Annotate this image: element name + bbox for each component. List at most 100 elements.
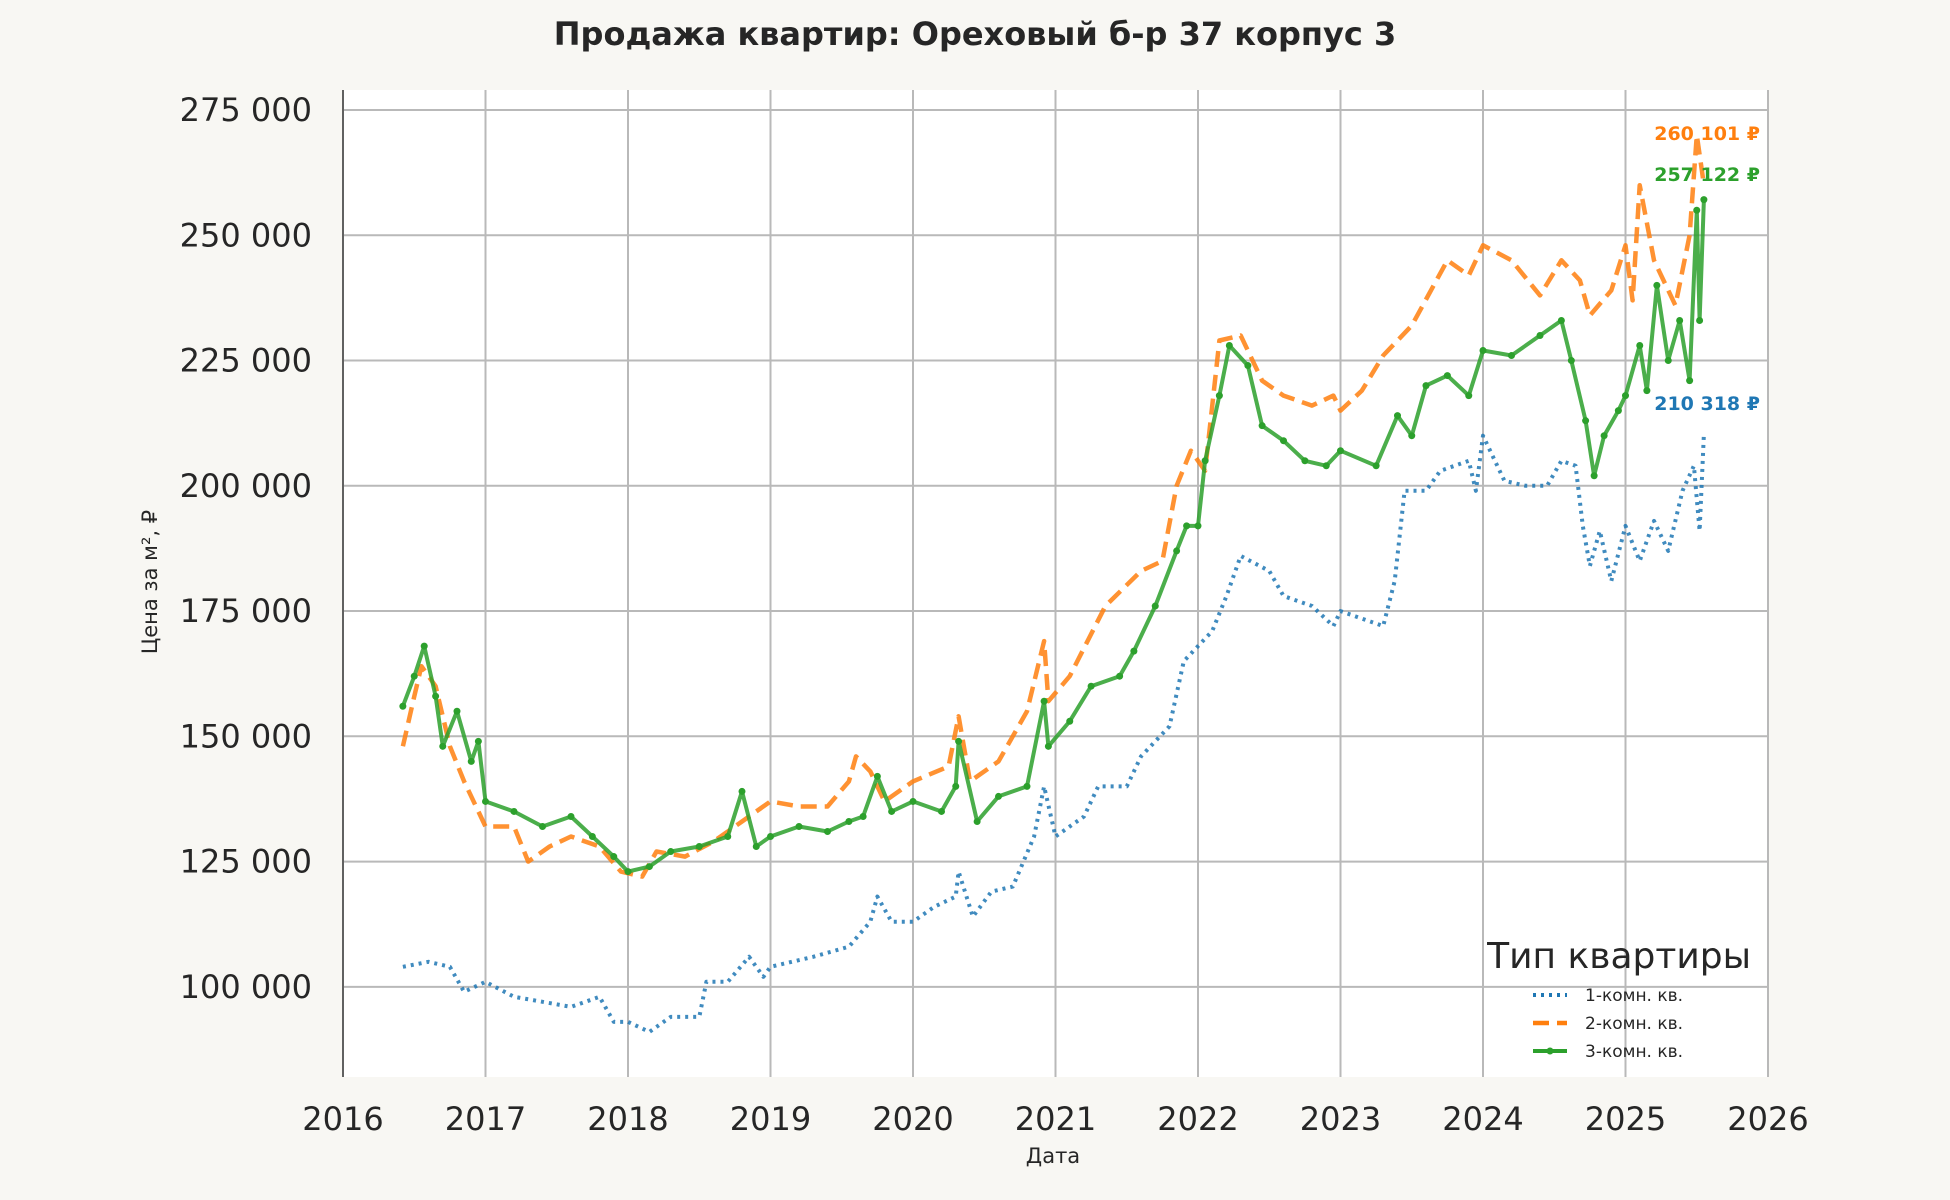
series-3-point [1130, 647, 1138, 655]
legend-label-2: 2-комн. кв. [1585, 1014, 1683, 1034]
x-tick-label: 2021 [1015, 1100, 1096, 1138]
series-3-point [399, 702, 407, 710]
series-3-point [1225, 342, 1233, 350]
series-3-point [453, 707, 461, 715]
x-tick-label: 2025 [1585, 1100, 1666, 1138]
series-3-point [510, 807, 518, 815]
series-2-line [400, 132, 1707, 879]
series-3-point [1372, 462, 1380, 470]
series-3-point [952, 782, 960, 790]
x-tick-label: 2024 [1442, 1100, 1523, 1138]
series-3-point [909, 797, 917, 805]
legend: Тип квартиры 1-комн. кв. 2-комн. кв. 3-комн… [1486, 936, 1751, 1062]
series-3-point [1664, 357, 1672, 365]
series-3-point [738, 787, 746, 795]
series-3-point [1700, 196, 1708, 204]
series-3-point [1087, 682, 1095, 690]
series-3-point [1183, 522, 1191, 530]
series-3-point [938, 807, 945, 815]
series-1-line [402, 433, 1706, 1034]
series-3-point [1465, 392, 1473, 400]
series-3-point [1653, 281, 1661, 289]
x-tick-label: 2020 [872, 1100, 953, 1138]
y-tick-label: 275 000 [180, 91, 312, 129]
series-3-point [1066, 717, 1074, 725]
series-3-point [1693, 206, 1701, 214]
chart-title: Продажа квартир: Ореховый б-р 37 корпус … [554, 15, 1396, 53]
series-3-point [1215, 392, 1223, 400]
legend-label-3: 3-комн. кв. [1585, 1042, 1683, 1062]
series-3-point [752, 843, 760, 851]
series-3-point [1280, 437, 1287, 445]
series-3-point [1643, 387, 1651, 395]
series-3-point [1408, 432, 1416, 440]
series-3-point [432, 692, 440, 700]
series-3-point [1614, 407, 1622, 415]
series-3-point [567, 812, 575, 820]
series-3-point [1536, 331, 1544, 339]
x-tick-label: 2022 [1157, 1100, 1238, 1138]
series-3-point [1590, 472, 1598, 480]
legend-title: Тип квартиры [1486, 936, 1751, 977]
series-3-point [955, 737, 963, 745]
y-axis-label: Цена за м², ₽ [138, 510, 162, 654]
series-3-point [1686, 377, 1694, 385]
y-tick-label: 225 000 [180, 342, 312, 380]
series-3-point [1600, 432, 1608, 440]
x-axis-label: Дата [1026, 1144, 1080, 1168]
series-3-point [973, 817, 981, 825]
series-3-point [1636, 342, 1644, 350]
series-3-point [1201, 457, 1209, 465]
series-3-point [995, 792, 1002, 800]
series-3-point [1258, 422, 1266, 430]
series-3-point [1479, 347, 1487, 355]
series-3-point [467, 757, 475, 765]
series-3-point [1557, 316, 1565, 324]
series-3-point [588, 833, 596, 841]
series-3-point [695, 843, 703, 851]
series-3-point [1443, 372, 1451, 380]
y-tick-label: 250 000 [180, 216, 312, 254]
series-3-point [410, 672, 418, 680]
y-tick-label: 100 000 [180, 968, 312, 1006]
end-value-labels: 210 318 ₽ 260 101 ₽ 257 122 ₽ [1654, 123, 1760, 415]
series-2-end-label: 260 101 ₽ [1654, 123, 1760, 145]
series-3-point [1040, 697, 1048, 705]
series-3-point [1337, 447, 1344, 455]
series-3-point [420, 642, 428, 650]
series-3-point [439, 742, 447, 750]
series-3-point [845, 817, 853, 825]
series-3-point [1023, 782, 1031, 790]
y-tick-label: 150 000 [180, 717, 312, 755]
series-3-point [1194, 522, 1202, 530]
series-3-point [1567, 357, 1575, 365]
series-3-point [1044, 742, 1052, 750]
legend-marker-3 [1546, 1047, 1554, 1055]
series-3-point [1508, 352, 1515, 360]
series-3-point [1301, 457, 1309, 465]
series-3-point [645, 863, 653, 871]
axes: 2016 2017 2018 2019 2020 2021 2022 2023 2024 2025… [180, 90, 1809, 1138]
series-3-point [624, 868, 632, 876]
x-tick-label: 2026 [1727, 1100, 1808, 1138]
x-tick-label: 2019 [730, 1100, 811, 1138]
series-3-point [859, 812, 867, 820]
y-tick-label: 125 000 [180, 843, 312, 881]
series-3-point [1322, 462, 1330, 470]
x-tick-label: 2018 [587, 1100, 668, 1138]
series-3-point [539, 822, 546, 830]
series-3-point [482, 797, 489, 805]
series-3-point [724, 833, 732, 841]
series-3-point [1394, 412, 1401, 420]
legend-label-1: 1-комн. кв. [1585, 986, 1683, 1006]
grid-lines [342, 90, 1769, 1077]
series-3-point [1116, 672, 1124, 680]
series-lines [399, 132, 1708, 1034]
series-3-point [667, 848, 675, 856]
series-3-point [610, 853, 618, 861]
x-tick-label: 2016 [302, 1100, 383, 1138]
y-tick-label: 175 000 [180, 592, 312, 630]
series-3-point [1151, 602, 1159, 610]
